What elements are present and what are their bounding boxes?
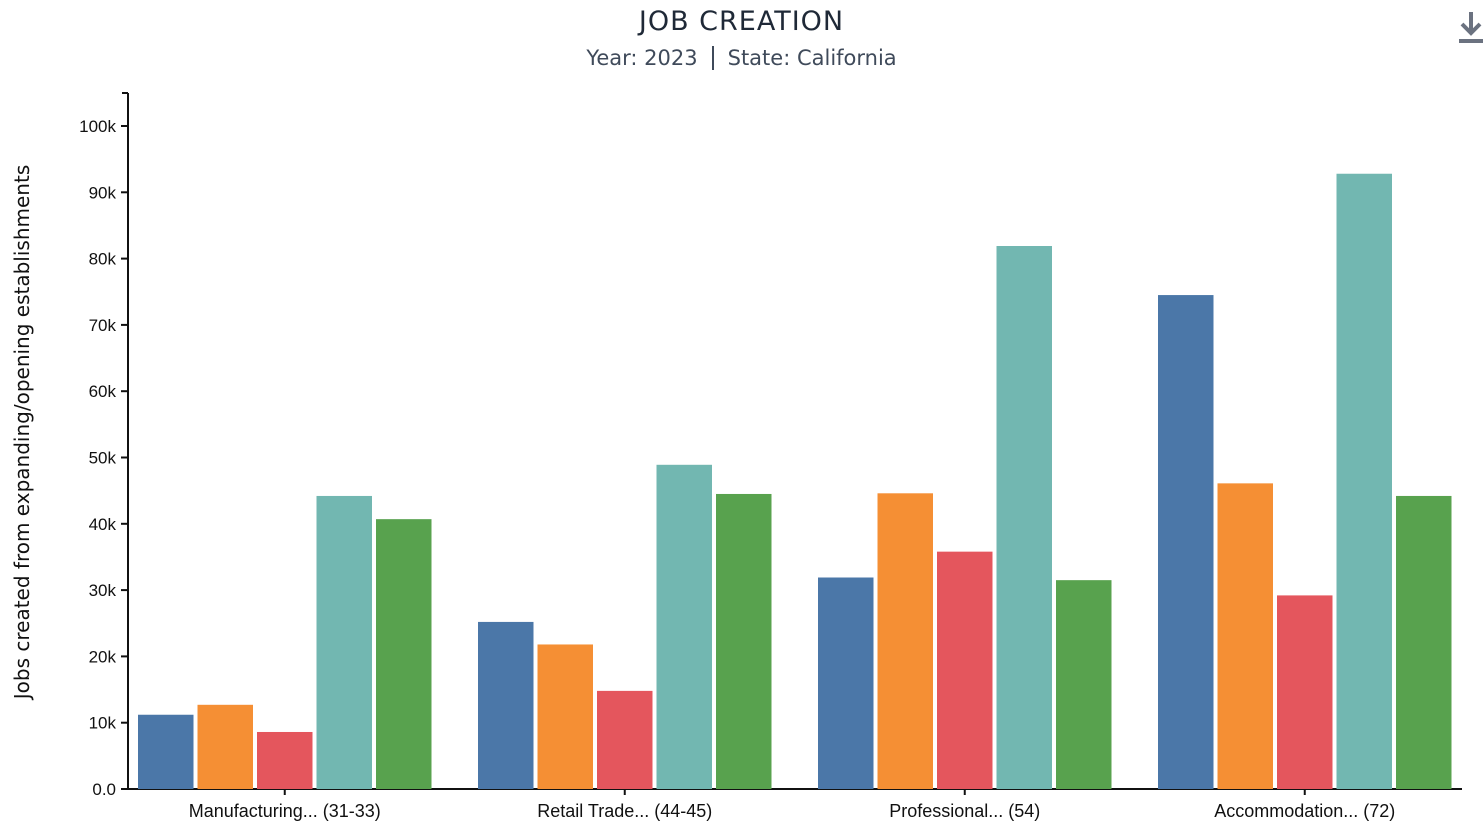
bar[interactable] (478, 621, 534, 789)
bar[interactable] (656, 464, 713, 789)
y-tick-label: 90k (89, 183, 117, 202)
y-axis: 0.0 10k 20k 30k 40k 50k 60k 70k 80k 90k 100k (79, 92, 129, 799)
state-filter-text: State: California (727, 46, 897, 70)
y-tick-label: 20k (89, 647, 117, 666)
bar[interactable] (1396, 495, 1452, 789)
bar[interactable] (376, 519, 432, 789)
y-tick-label: 40k (89, 515, 117, 534)
subtitle-separator (711, 46, 714, 70)
download-icon[interactable] (1456, 8, 1483, 44)
x-category-label: Manufacturing... (31-33) (189, 801, 381, 821)
x-category-label: Professional... (54) (889, 801, 1040, 821)
bar[interactable] (1217, 483, 1274, 789)
year-filter-text: Year: 2023 (586, 46, 698, 70)
bar[interactable] (1277, 595, 1333, 789)
bar[interactable] (1158, 295, 1214, 789)
bar[interactable] (316, 495, 373, 789)
bar[interactable] (996, 246, 1053, 790)
x-category-label: Retail Trade... (44-45) (537, 801, 712, 821)
bars (138, 173, 1452, 790)
bar[interactable] (937, 551, 993, 789)
bar[interactable] (877, 493, 934, 789)
bar[interactable] (257, 731, 313, 789)
bar[interactable] (1336, 173, 1393, 790)
y-tick-label: 10k (89, 714, 117, 733)
x-category-label: Accommodation... (72) (1214, 801, 1395, 821)
bar[interactable] (1056, 580, 1112, 789)
y-tick-label: 0.0 (92, 780, 116, 799)
chart-subtitle: Year: 2023 State: California (0, 46, 1483, 70)
bar[interactable] (597, 690, 653, 789)
bar[interactable] (716, 493, 772, 789)
y-tick-label: 60k (89, 382, 117, 401)
y-tick-label: 50k (89, 449, 117, 468)
chart-title: JOB CREATION (638, 6, 845, 37)
x-axis: Manufacturing... (31-33) Retail Trade... … (128, 788, 1462, 821)
y-tick-label: 30k (89, 581, 117, 600)
y-tick-label: 100k (79, 117, 116, 136)
y-tick-label: 70k (89, 316, 117, 335)
y-axis-title: Jobs created from expanding/opening esta… (10, 165, 34, 701)
bar[interactable] (138, 714, 194, 789)
bar[interactable] (818, 577, 874, 789)
bar[interactable] (537, 644, 594, 789)
bar[interactable] (197, 704, 254, 789)
y-tick-label: 80k (89, 250, 117, 269)
